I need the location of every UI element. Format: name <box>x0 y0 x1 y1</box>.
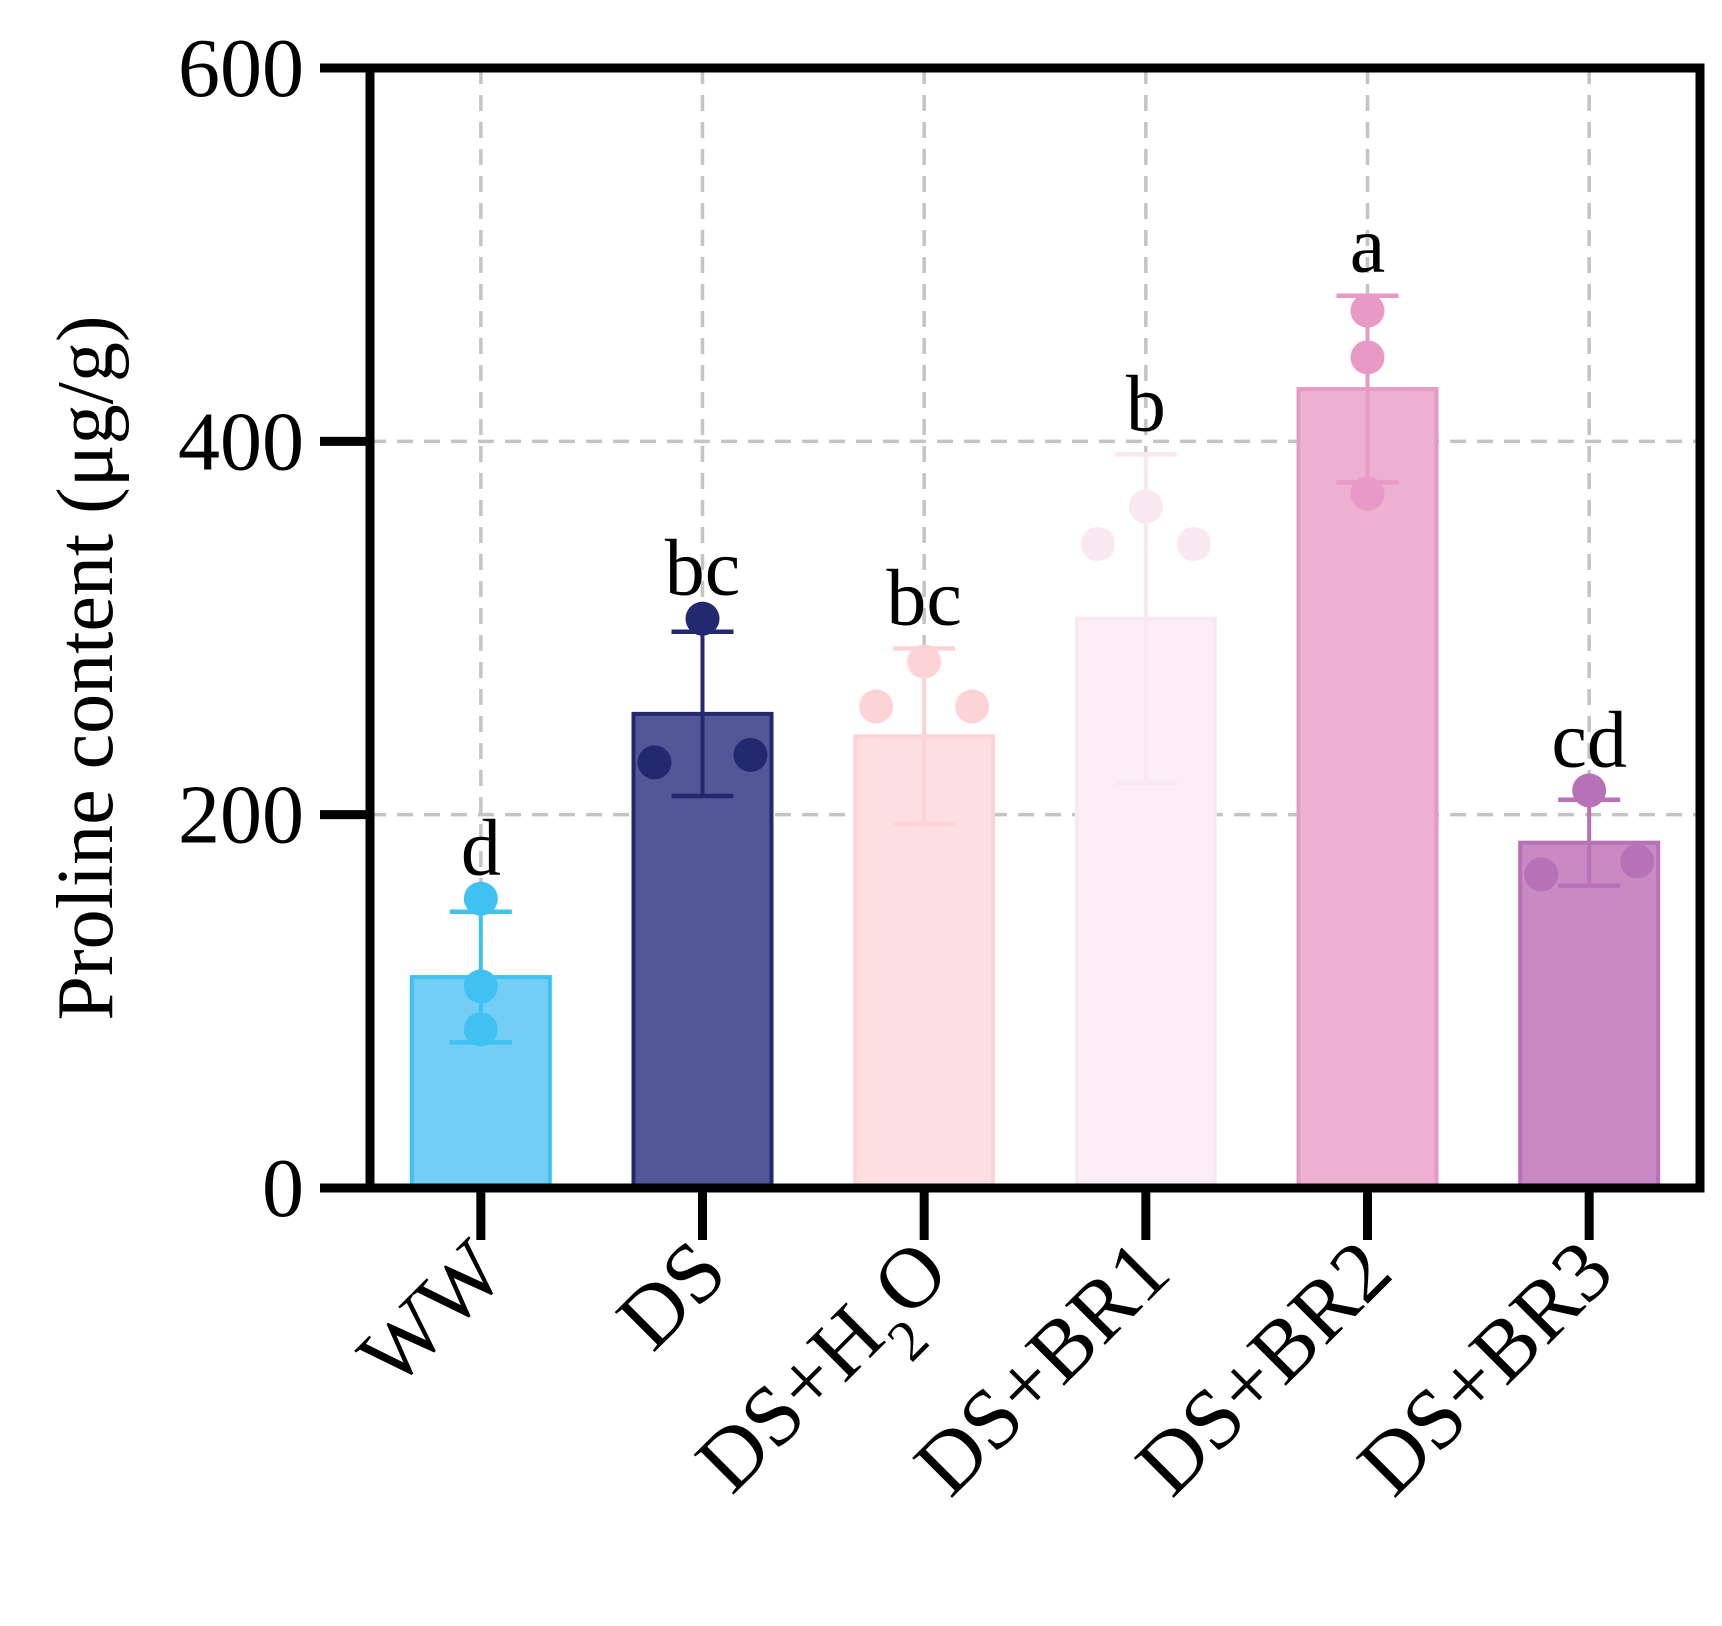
grid-lines <box>370 68 1700 1188</box>
bars <box>409 387 1661 1191</box>
data-point <box>955 689 990 724</box>
data-point <box>1080 527 1115 561</box>
data-point <box>1350 340 1385 375</box>
y-tick-label: 600 <box>178 22 304 115</box>
x-tick-label-part: DS <box>598 1222 744 1368</box>
error-bars <box>449 293 1621 1045</box>
significance-label: d <box>461 805 501 893</box>
data-point <box>1176 527 1211 561</box>
significance-label: cd <box>1551 696 1627 784</box>
data-points <box>463 293 1655 1047</box>
y-tick-label: 400 <box>178 395 304 488</box>
data-point <box>1620 844 1655 879</box>
significance-label: a <box>1350 202 1386 290</box>
significance-label: bc <box>665 525 741 613</box>
significance-letters: d bc bc b a cd <box>461 202 1627 893</box>
y-axis-title: Proline content (μg/g) <box>42 316 130 1021</box>
plot-frame <box>365 63 1705 1193</box>
data-point <box>859 689 894 724</box>
data-point <box>685 601 720 636</box>
bar <box>1518 840 1661 1191</box>
data-point <box>1350 476 1385 511</box>
x-tick-label-part: WW <box>340 1222 523 1405</box>
data-point <box>1128 489 1163 524</box>
y-axis: 0 200 400 600 <box>178 22 370 1235</box>
significance-label: b <box>1126 360 1166 448</box>
x-tick-label: WW <box>340 1222 523 1405</box>
significance-label: bc <box>886 555 962 643</box>
data-point <box>463 969 498 1004</box>
data-point <box>1524 857 1559 892</box>
data-point <box>463 881 498 916</box>
data-point <box>637 745 672 780</box>
data-point <box>907 644 942 679</box>
data-point <box>733 737 768 772</box>
y-tick-label: 0 <box>262 1142 304 1235</box>
data-point <box>1572 773 1607 808</box>
x-tick-label-part: O <box>854 1222 966 1334</box>
x-tick-label: DS <box>598 1222 744 1368</box>
y-tick-label: 200 <box>178 769 304 862</box>
data-point <box>1350 293 1385 328</box>
data-point <box>463 1012 498 1047</box>
